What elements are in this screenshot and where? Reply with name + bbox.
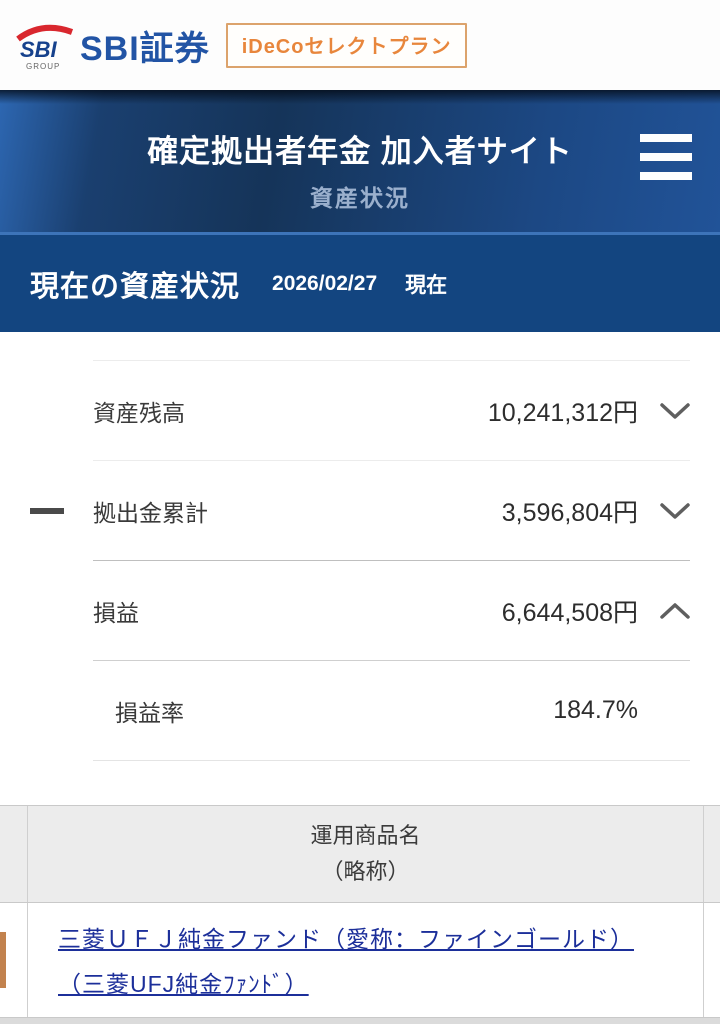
logo-sbi-text: SBI xyxy=(20,37,58,62)
fund-name-cell: 三菱ＵＦＪ純金ファンド（愛称：ファインゴールド） （三菱UFJ純金ﾌｧﾝﾄﾞ） xyxy=(28,903,704,1017)
products-table: 運用商品名 （略称） 三菱ＵＦＪ純金ファンド（愛称：ファインゴールド） （三菱U… xyxy=(0,805,720,1024)
logo-group-text: GROUP xyxy=(26,62,60,71)
asset-balance-value: 10,241,312円 xyxy=(487,398,638,427)
table-header-next-column xyxy=(704,806,720,902)
category-marker-cell xyxy=(0,903,28,1017)
status-bar-title: 現在の資産状況 xyxy=(30,270,241,303)
chevron-down-icon[interactable] xyxy=(638,502,690,520)
hamburger-menu-icon[interactable] xyxy=(640,134,692,180)
top-header: SBI GROUP SBI証券 iDeCoセレクトプラン xyxy=(0,0,720,90)
product-name-header-line2: （略称） xyxy=(321,859,410,884)
profit-loss-value: 6,644,508円 xyxy=(501,598,638,627)
asset-summary: 資産残高 10,241,312円 拠出金累計 3,596,804円 損益 6,6… xyxy=(0,332,720,761)
fund-link-line2[interactable]: （三菱UFJ純金ﾌｧﾝﾄﾞ） xyxy=(58,971,309,997)
profit-loss-rate-label: 損益率 xyxy=(115,699,184,726)
row-profit-loss[interactable]: 損益 6,644,508円 xyxy=(93,561,690,660)
row-asset-balance[interactable]: 資産残高 10,241,312円 xyxy=(93,361,690,460)
page-subtitle: 資産状況 xyxy=(310,185,410,211)
divider xyxy=(93,460,690,461)
brand-title: SBI証券 xyxy=(80,29,210,68)
table-header-marker-column xyxy=(0,806,28,902)
status-date-suffix: 現在 xyxy=(405,273,448,297)
contribution-total-label: 拠出金累計 xyxy=(93,499,208,526)
chevron-down-icon[interactable] xyxy=(638,402,690,420)
row-contribution-total[interactable]: 拠出金累計 3,596,804円 xyxy=(30,461,690,560)
chevron-up-icon[interactable] xyxy=(638,602,690,620)
products-table-header: 運用商品名 （略称） xyxy=(0,806,720,903)
fund-link-line1[interactable]: 三菱ＵＦＪ純金ファンド（愛称：ファインゴールド） xyxy=(58,926,634,952)
status-bar: 現在の資産状況 2026/02/27 現在 xyxy=(0,232,720,332)
sbi-logo[interactable]: SBI GROUP SBI証券 xyxy=(12,17,210,73)
site-banner: 確定拠出者年金 加入者サイト 資産状況 xyxy=(0,90,720,232)
next-row-edge xyxy=(0,1018,720,1024)
ideco-plan-badge: iDeCoセレクトプラン xyxy=(225,22,468,68)
table-row-next-column xyxy=(704,903,720,1017)
asset-balance-label: 資産残高 xyxy=(93,399,185,426)
table-row: 三菱ＵＦＪ純金ファンド（愛称：ファインゴールド） （三菱UFJ純金ﾌｧﾝﾄﾞ） xyxy=(0,903,720,1018)
status-date: 2026/02/27 xyxy=(272,271,378,295)
profit-loss-rate-value: 184.7% xyxy=(553,696,638,724)
divider xyxy=(93,760,690,761)
row-profit-loss-rate: 損益率 184.7% xyxy=(93,661,690,760)
logo-swoosh xyxy=(16,24,74,42)
product-name-column-header: 運用商品名 （略称） xyxy=(28,806,704,902)
category-color-marker xyxy=(0,932,6,988)
profit-loss-label: 損益 xyxy=(93,599,139,626)
contribution-total-value: 3,596,804円 xyxy=(501,498,638,527)
divider xyxy=(93,560,690,561)
divider xyxy=(93,360,690,361)
sbi-group-logo-icon: SBI GROUP xyxy=(16,24,74,71)
site-title: 確定拠出者年金 加入者サイト xyxy=(147,134,573,169)
product-name-header-line1: 運用商品名 xyxy=(310,822,421,848)
divider xyxy=(93,660,690,661)
collapse-minus-icon[interactable] xyxy=(30,507,64,514)
